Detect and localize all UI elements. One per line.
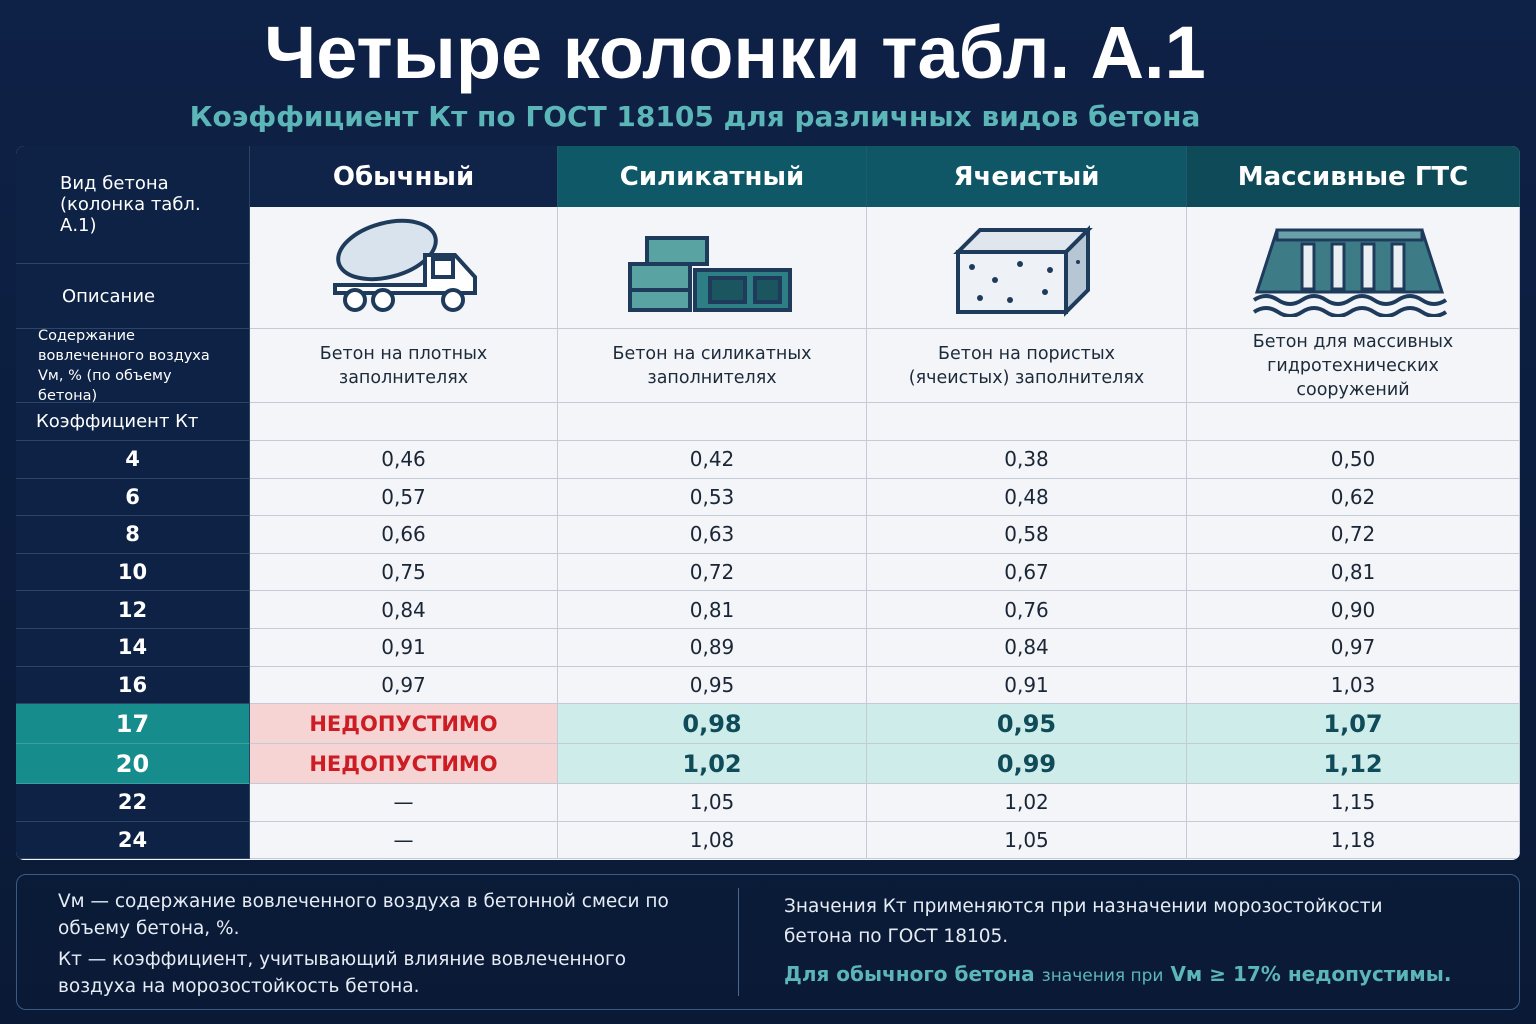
value: 1,02 xyxy=(867,784,1187,822)
value: 0,84 xyxy=(867,629,1187,667)
note: Vм — содержание вовлеченного воздуха в б… xyxy=(58,891,669,939)
value: 1,18 xyxy=(1187,821,1520,860)
value: 0,72 xyxy=(1187,516,1520,554)
column-header: Обычный xyxy=(250,146,558,207)
air-value: 8 xyxy=(16,516,250,554)
value: — xyxy=(250,821,558,860)
notes-right: Значения Кт применяются при назначении м… xyxy=(784,896,1383,947)
value: 0,81 xyxy=(558,591,867,629)
value: 1,07 xyxy=(1187,704,1520,745)
porous-block-icon xyxy=(953,225,1093,317)
value: 0,42 xyxy=(558,441,867,479)
value: 0,48 xyxy=(867,478,1187,517)
value: 1,08 xyxy=(558,821,867,860)
air-value: 24 xyxy=(16,821,250,860)
value: НЕДОПУСТИМО xyxy=(250,704,558,745)
air-value: 17 xyxy=(16,704,250,745)
column-header: Силикатный xyxy=(558,146,867,207)
value: 0,91 xyxy=(867,666,1187,705)
value: 0,97 xyxy=(250,666,558,705)
air-value: 6 xyxy=(16,478,250,517)
air-label: Содержание вовлеченного воздуха Vм, % (п… xyxy=(16,328,250,404)
value: 0,46 xyxy=(250,441,558,479)
value: 1,03 xyxy=(1187,666,1520,705)
truck-icon xyxy=(333,218,477,312)
warning-part: Vм ≥ 17% xyxy=(1170,962,1281,986)
air-value: 16 xyxy=(16,666,250,705)
value: НЕДОПУСТИМО xyxy=(250,744,558,785)
description: Бетон на силикатных заполнителях xyxy=(558,329,867,403)
value: 0,95 xyxy=(558,666,867,705)
value: 0,76 xyxy=(867,591,1187,629)
warning-part: значения при xyxy=(1041,966,1164,986)
notes-box xyxy=(16,874,1520,1010)
value: 0,58 xyxy=(867,516,1187,554)
value: 0,75 xyxy=(250,553,558,592)
value: 0,84 xyxy=(250,591,558,629)
value: 1,05 xyxy=(558,784,867,822)
air-value: 20 xyxy=(16,744,250,785)
empty-cell xyxy=(867,403,1187,441)
column-header: Ячеистый xyxy=(867,146,1187,207)
value: 0,50 xyxy=(1187,441,1520,479)
dam-icon xyxy=(1252,228,1447,317)
column-header: Массивные ГТС xyxy=(1187,146,1520,207)
value: 0,98 xyxy=(558,704,867,745)
warning: Для обычного бетона значения при Vм ≥ 17… xyxy=(784,962,1484,986)
corner-label: Вид бетона (колонка табл. А.1) xyxy=(16,146,250,264)
notes-left: Vм — содержание вовлеченного воздуха в б… xyxy=(58,888,698,1000)
value: 0,95 xyxy=(867,704,1187,745)
note: Кт — коэффициент, учитывающий влияние во… xyxy=(58,949,627,997)
warning-part: недопустимы. xyxy=(1287,962,1452,986)
description: Бетон для массивных гидротехнических соо… xyxy=(1187,329,1520,403)
warning-part: Для обычного бетона xyxy=(784,962,1035,986)
subtitle: Коэффициент Кт по ГОСТ 18105 для различн… xyxy=(189,100,1201,133)
description-label: Описание xyxy=(16,264,250,329)
air-value: 10 xyxy=(16,553,250,592)
description: Бетон на пористых (ячеистых) заполнителя… xyxy=(867,329,1187,403)
value: 0,91 xyxy=(250,629,558,667)
title: Четыре колонки табл. А.1 xyxy=(264,11,1206,94)
value: 0,53 xyxy=(558,478,867,517)
value: 1,05 xyxy=(867,821,1187,860)
value: 0,63 xyxy=(558,516,867,554)
empty-cell xyxy=(250,403,558,441)
notes-divider xyxy=(738,888,739,996)
air-value: 12 xyxy=(16,591,250,629)
empty-cell xyxy=(1187,403,1520,441)
value: 1,12 xyxy=(1187,744,1520,785)
air-value: 4 xyxy=(16,441,250,479)
value: 0,72 xyxy=(558,553,867,592)
air-value: 14 xyxy=(16,629,250,667)
air-value: 22 xyxy=(16,784,250,822)
blocks-icon xyxy=(628,236,792,312)
value: 1,02 xyxy=(558,744,867,785)
value: 0,89 xyxy=(558,629,867,667)
coef-label: Коэффициент Кт xyxy=(16,403,250,441)
value: 0,62 xyxy=(1187,478,1520,517)
description: Бетон на плотных заполнителях xyxy=(250,329,558,403)
value: 0,99 xyxy=(867,744,1187,785)
value: 0,97 xyxy=(1187,629,1520,667)
value: 0,57 xyxy=(250,478,558,517)
value: — xyxy=(250,784,558,822)
value: 0,38 xyxy=(867,441,1187,479)
value: 0,81 xyxy=(1187,553,1520,592)
empty-cell xyxy=(558,403,867,441)
value: 0,67 xyxy=(867,553,1187,592)
value: 0,90 xyxy=(1187,591,1520,629)
value: 0,66 xyxy=(250,516,558,554)
value: 1,15 xyxy=(1187,784,1520,822)
